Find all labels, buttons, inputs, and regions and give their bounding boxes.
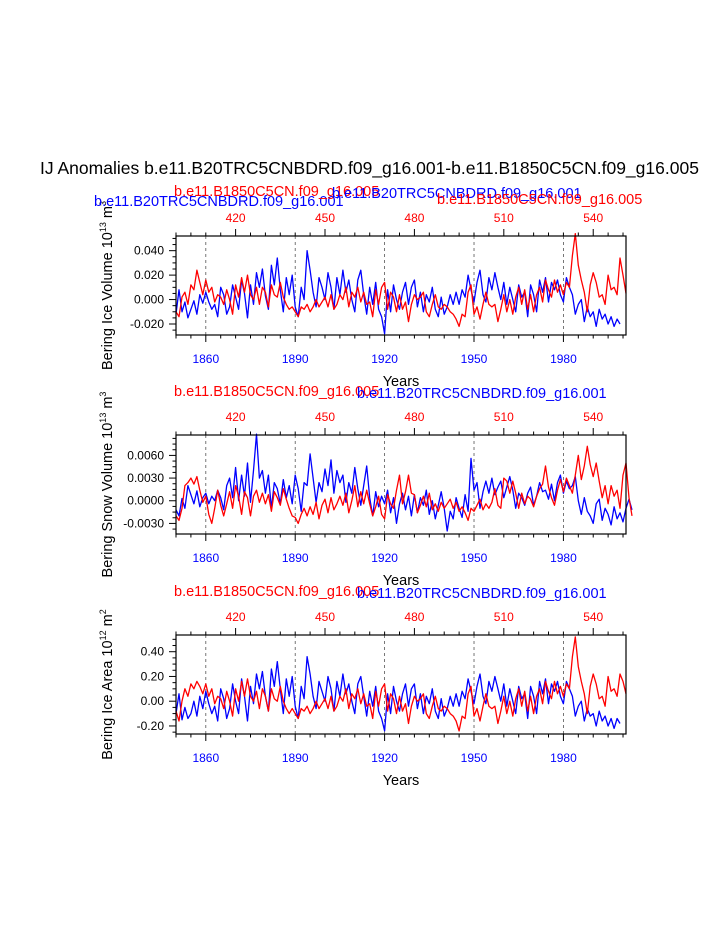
center-string: b.e11.B1850C5CN.f09_g16.005	[174, 584, 379, 600]
panel-3: 1860 1890 1920 1950 1980 420 450 480 510 540 -0.20…	[98, 584, 627, 789]
x-tick-label: 1920	[371, 352, 398, 366]
top-tick-label: 420	[226, 610, 246, 624]
x-tick-label: 1980	[550, 751, 577, 765]
top-tick-label: 420	[226, 211, 246, 225]
x-tick-label: 1950	[461, 551, 488, 565]
top-tick-label: 540	[583, 610, 603, 624]
y-tick-label: 0.040	[134, 244, 164, 258]
panels: 1860 1890 1920 1950 1980 420 450 480 510 540 -0.02…	[94, 184, 642, 789]
panel-1: 1860 1890 1920 1950 1980 420 450 480 510 540 -0.02…	[94, 184, 642, 390]
y-tick-label: 0.020	[134, 268, 164, 282]
series-line-red	[175, 636, 627, 732]
top-tick-label: 450	[315, 610, 335, 624]
series-line-blue	[175, 433, 633, 532]
y-axis-title: Bering Ice Area 1012 m2	[98, 609, 116, 759]
x-tick-label: 1860	[192, 551, 219, 565]
top-tick-label: 420	[226, 410, 246, 424]
plot-frame	[175, 634, 627, 735]
x-tick-label: 1950	[461, 352, 488, 366]
top-tick-label: 480	[404, 410, 424, 424]
y-tick-label: 0.0030	[127, 471, 164, 485]
top-tick-label: 510	[494, 610, 514, 624]
series-line-red	[175, 232, 627, 328]
x-axis-title: Years	[383, 773, 420, 789]
series-line-red	[175, 445, 633, 525]
y-tick-label: -0.20	[137, 719, 165, 733]
y-tick-label: 0.20	[141, 669, 165, 683]
x-tick-label: 1920	[371, 551, 398, 565]
series-line-blue	[175, 656, 621, 732]
center-string: b.e11.B1850C5CN.f09_g16.005	[174, 184, 379, 200]
top-tick-label: 480	[404, 610, 424, 624]
y-tick-label: 0.40	[141, 645, 165, 659]
figure-title: IJ Anomalies b.e11.B20TRC5CNBDRD.f09_g16…	[40, 158, 699, 179]
right-string: b.e11.B20TRC5CNBDRD.f09_g16.001	[332, 186, 582, 202]
x-tick-label: 1950	[461, 751, 488, 765]
panel-2: 1860 1890 1920 1950 1980 420 450 480 510 540 -0.00…	[98, 384, 633, 589]
x-tick-label: 1890	[282, 352, 309, 366]
x-axis-title: Years	[383, 374, 420, 390]
x-tick-label: 1860	[192, 751, 219, 765]
right-string: b.e11.B20TRC5CNBDRD.f09_g16.001	[357, 586, 607, 602]
center-string: b.e11.B1850C5CN.f09_g16.005	[174, 384, 379, 400]
y-tick-label: 0.000	[134, 293, 164, 307]
top-tick-label: 510	[494, 211, 514, 225]
right-string: b.e11.B20TRC5CNBDRD.f09_g16.001	[357, 386, 607, 402]
right-string-2: b.e11.B1850C5CN.f09_g16.005	[437, 192, 642, 208]
top-tick-label: 510	[494, 410, 514, 424]
y-tick-label: 0.0000	[127, 494, 164, 508]
y-tick-label: -0.020	[130, 317, 164, 331]
top-tick-label: 540	[583, 410, 603, 424]
plot-frame	[175, 434, 627, 535]
y-tick-label: 0.00	[141, 694, 165, 708]
plot-frame	[175, 235, 627, 336]
left-string: b.e11.B20TRC5CNBDRD.f09_g16.001	[94, 194, 344, 210]
x-tick-label: 1890	[282, 551, 309, 565]
top-tick-label: 450	[315, 410, 335, 424]
y-tick-label: -0.0030	[123, 516, 164, 530]
top-tick-label: 540	[583, 211, 603, 225]
top-tick-label: 480	[404, 211, 424, 225]
y-axis-title: Bering Snow Volume 1013 m3	[98, 392, 116, 578]
x-tick-label: 1980	[550, 551, 577, 565]
x-tick-label: 1860	[192, 352, 219, 366]
top-tick-label: 450	[315, 211, 335, 225]
x-tick-label: 1980	[550, 352, 577, 366]
series-line-blue	[175, 250, 621, 335]
y-axis-title: Bering Ice Volume 1013 m3	[98, 201, 116, 370]
x-axis-title: Years	[383, 573, 420, 589]
y-tick-label: 0.0060	[127, 448, 164, 462]
x-tick-label: 1890	[282, 751, 309, 765]
x-tick-label: 1920	[371, 751, 398, 765]
